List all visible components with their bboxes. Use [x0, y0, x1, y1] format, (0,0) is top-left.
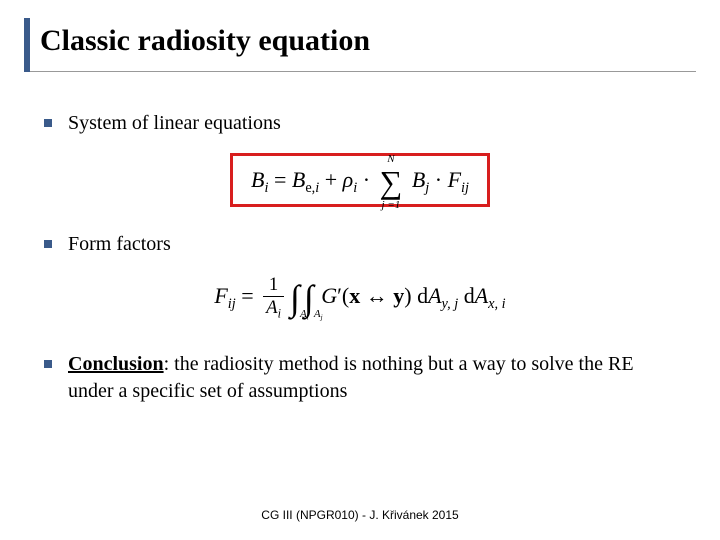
equation-2-wrap: Fij = 1Ai∫Ai∫Aj G′(x ↔ y) dAy, j dAx, i — [44, 274, 676, 321]
title-accent — [24, 18, 30, 72]
title-bar: Classic radiosity equation — [24, 18, 696, 72]
bullet-2-text: Form factors — [68, 231, 171, 258]
summation-icon: N∑j =1 — [380, 166, 403, 198]
bullet-1: System of linear equations — [44, 110, 676, 137]
integral-2-icon: ∫Aj — [304, 280, 314, 316]
footer-text: CG III (NPGR010) - J. Křivánek 2015 — [0, 508, 720, 522]
equation-1: Bi = Be,i + ρi · N∑j =1 Bj · Fij — [251, 167, 469, 192]
bullet-2: Form factors — [44, 231, 676, 258]
equation-2: Fij = 1Ai∫Ai∫Aj G′(x ↔ y) dAy, j dAx, i — [214, 283, 505, 308]
equation-1-wrap: Bi = Be,i + ρi · N∑j =1 Bj · Fij — [44, 153, 676, 207]
conclusion-label: Conclusion — [68, 353, 164, 375]
bullet-icon — [44, 360, 52, 368]
content-area: System of linear equations Bi = Be,i + ρ… — [44, 110, 676, 421]
equation-1-box: Bi = Be,i + ρi · N∑j =1 Bj · Fij — [230, 153, 490, 207]
bullet-icon — [44, 240, 52, 248]
bullet-3: Conclusion: the radiosity method is noth… — [44, 351, 676, 405]
bullet-icon — [44, 119, 52, 127]
bullet-1-text: System of linear equations — [68, 110, 281, 137]
integral-1-icon: ∫Ai — [290, 280, 300, 316]
bullet-3-text: Conclusion: the radiosity method is noth… — [68, 351, 676, 405]
slide-title: Classic radiosity equation — [40, 24, 370, 58]
